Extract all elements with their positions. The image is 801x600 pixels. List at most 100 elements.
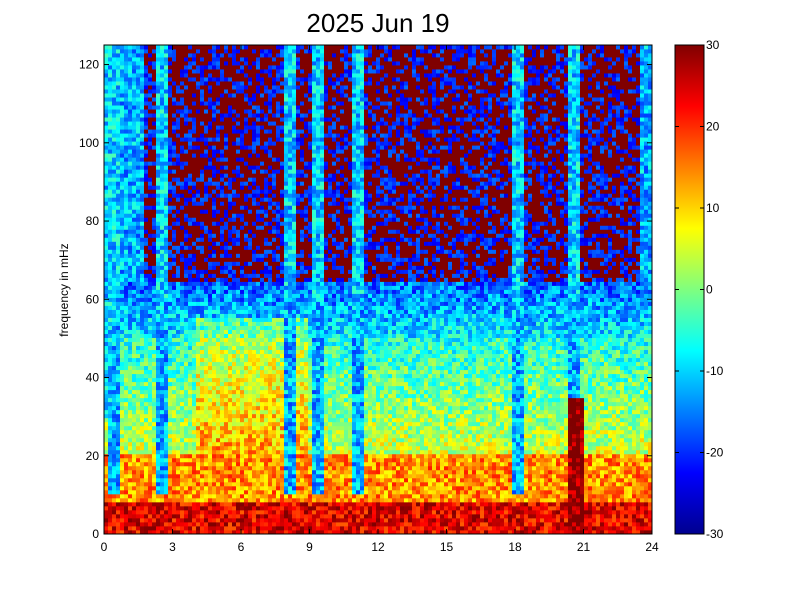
heatmap-cell bbox=[192, 445, 197, 451]
heatmap-cell bbox=[248, 201, 253, 206]
heatmap-cell bbox=[204, 461, 209, 467]
heatmap-cell bbox=[192, 157, 197, 162]
heatmap-cell bbox=[232, 257, 237, 262]
heatmap-cell bbox=[136, 281, 141, 286]
heatmap-cell bbox=[264, 381, 269, 387]
heatmap-cell bbox=[168, 393, 173, 399]
heatmap-cell bbox=[196, 477, 201, 483]
heatmap-cell bbox=[184, 277, 189, 282]
heatmap-cell bbox=[152, 425, 157, 431]
heatmap-cell bbox=[232, 149, 237, 154]
heatmap-cell bbox=[264, 273, 269, 278]
heatmap-cell bbox=[240, 77, 245, 82]
heatmap-cell bbox=[216, 417, 221, 423]
heatmap-cell bbox=[140, 405, 145, 411]
heatmap-cell bbox=[164, 473, 169, 479]
heatmap-cell bbox=[196, 117, 201, 122]
heatmap-cell bbox=[108, 433, 113, 439]
heatmap-cell bbox=[240, 501, 245, 507]
heatmap-cell bbox=[260, 361, 265, 367]
heatmap-cell bbox=[136, 49, 141, 54]
heatmap-cell bbox=[120, 309, 125, 314]
heatmap-cell bbox=[160, 325, 165, 330]
heatmap-cell bbox=[136, 73, 141, 78]
heatmap-cell bbox=[168, 509, 173, 515]
heatmap-cell bbox=[260, 285, 265, 290]
heatmap-cell bbox=[172, 409, 177, 415]
heatmap-cell bbox=[136, 121, 141, 126]
heatmap-cell bbox=[204, 261, 209, 266]
heatmap-cell bbox=[116, 365, 121, 371]
heatmap-cell bbox=[104, 481, 109, 487]
heatmap-cell bbox=[160, 101, 165, 106]
heatmap-cell bbox=[260, 425, 265, 431]
heatmap-cell bbox=[220, 265, 225, 270]
heatmap-cell bbox=[196, 261, 201, 266]
heatmap-cell bbox=[192, 197, 197, 202]
heatmap-cell bbox=[180, 253, 185, 258]
heatmap-cell bbox=[184, 349, 189, 355]
heatmap-cell bbox=[152, 105, 157, 110]
heatmap-cell bbox=[140, 177, 145, 182]
heatmap-cell bbox=[180, 165, 185, 170]
heatmap-cell bbox=[248, 449, 253, 455]
heatmap-cell bbox=[208, 77, 213, 82]
heatmap-cell bbox=[124, 345, 129, 351]
heatmap-cell bbox=[172, 57, 177, 62]
heatmap-cell bbox=[108, 413, 113, 419]
heatmap-cell bbox=[132, 313, 137, 318]
heatmap-cell bbox=[244, 61, 249, 66]
heatmap-cell bbox=[148, 257, 153, 262]
heatmap-cell bbox=[248, 125, 253, 130]
heatmap-cell bbox=[128, 77, 133, 82]
heatmap-cell bbox=[104, 109, 109, 114]
heatmap-cell bbox=[112, 437, 117, 443]
heatmap-cell bbox=[256, 309, 261, 314]
heatmap-cell bbox=[164, 285, 169, 290]
heatmap-cell bbox=[240, 277, 245, 282]
heatmap-cell bbox=[160, 49, 165, 54]
heatmap-cell bbox=[136, 365, 141, 371]
heatmap-cell bbox=[124, 409, 129, 415]
heatmap-cell bbox=[124, 461, 129, 467]
heatmap-cell bbox=[156, 145, 161, 150]
heatmap-cell bbox=[260, 493, 265, 499]
heatmap-cell bbox=[108, 161, 113, 166]
heatmap-cell bbox=[244, 241, 249, 246]
heatmap-cell bbox=[172, 313, 177, 318]
heatmap-cell bbox=[240, 53, 245, 58]
heatmap-cell bbox=[176, 333, 181, 338]
heatmap-cell bbox=[140, 349, 145, 355]
heatmap-cell bbox=[228, 489, 233, 495]
heatmap-cell bbox=[176, 277, 181, 282]
heatmap-cell bbox=[152, 513, 157, 519]
heatmap-cell bbox=[188, 457, 193, 463]
heatmap-cell bbox=[240, 181, 245, 186]
heatmap-cell bbox=[248, 297, 253, 302]
heatmap-cell bbox=[188, 285, 193, 290]
heatmap-cell bbox=[184, 521, 189, 527]
heatmap-cell bbox=[200, 209, 205, 214]
heatmap-cell bbox=[132, 57, 137, 62]
heatmap-cell bbox=[116, 369, 121, 375]
heatmap-cell bbox=[136, 317, 141, 322]
heatmap-cell bbox=[164, 325, 169, 330]
heatmap-cell bbox=[240, 221, 245, 226]
heatmap-cell bbox=[260, 101, 265, 106]
heatmap-cell bbox=[132, 273, 137, 278]
heatmap-cell bbox=[200, 513, 205, 519]
heatmap-cell bbox=[232, 401, 237, 407]
heatmap-cell bbox=[192, 81, 197, 86]
heatmap-cell bbox=[108, 349, 113, 355]
heatmap-cell bbox=[216, 257, 221, 262]
heatmap-cell bbox=[148, 437, 153, 443]
heatmap-cell bbox=[140, 153, 145, 158]
heatmap-cell bbox=[236, 493, 241, 499]
heatmap-cell bbox=[248, 101, 253, 106]
heatmap-cell bbox=[196, 389, 201, 395]
heatmap-cell bbox=[124, 165, 129, 170]
heatmap-cell bbox=[264, 269, 269, 274]
heatmap-cell bbox=[204, 485, 209, 491]
heatmap-cell bbox=[120, 509, 125, 515]
heatmap-cell bbox=[136, 381, 141, 387]
